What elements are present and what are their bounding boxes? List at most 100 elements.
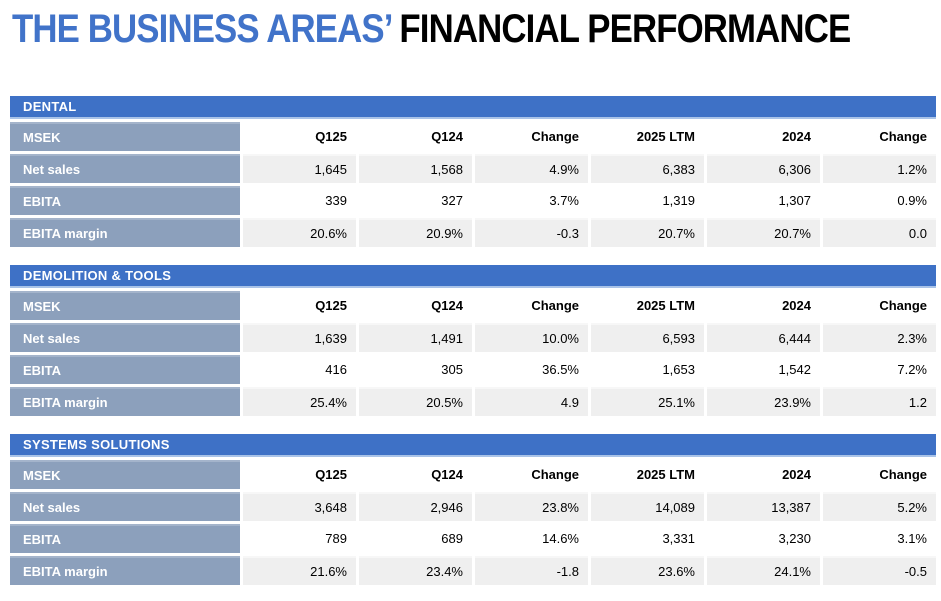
column-header-q125: Q125 [243,291,356,320]
table-cell: 3,331 [591,524,704,553]
section-title-bar: SYSTEMS SOLUTIONS [10,434,936,457]
section-title-bar: DEMOLITION & TOOLS [10,265,936,288]
section-title: DEMOLITION & TOOLS [23,268,172,283]
table-row-ebita-margin: EBITA margin 21.6% 23.4% -1.8 23.6% 24.1… [10,556,936,585]
table-cell: 6,383 [591,154,704,183]
table-cell: 2,946 [359,492,472,521]
page-title-highlight: THE BUSINESS AREAS’ [12,7,391,51]
table-cell: 3.7% [475,186,588,215]
column-header-q125: Q125 [243,122,356,151]
table-cell: 1,653 [591,355,704,384]
table-cell: 327 [359,186,472,215]
table-cell: 25.1% [591,387,704,416]
column-header-q125: Q125 [243,460,356,489]
column-header-change-q: Change [475,291,588,320]
table-row-ebita: EBITA 339 327 3.7% 1,319 1,307 0.9% [10,186,936,215]
table-cell: 4.9% [475,154,588,183]
table-cell: 0.0 [823,218,936,247]
column-header-msek: MSEK [10,460,240,489]
table-header-row: MSEK Q125 Q124 Change 2025 LTM 2024 Chan… [10,460,936,489]
row-label: Net sales [10,492,240,521]
table-cell: 6,306 [707,154,820,183]
table-cell: 3.1% [823,524,936,553]
tables-container: DENTAL MSEK Q125 Q124 Change 2025 LTM 20… [10,96,936,601]
table-cell: 21.6% [243,556,356,585]
column-header-2025ltm: 2025 LTM [591,122,704,151]
table-cell: 23.4% [359,556,472,585]
table-cell: 20.6% [243,218,356,247]
section-title: DENTAL [23,99,77,114]
table-cell: 4.9 [475,387,588,416]
table-cell: 0.9% [823,186,936,215]
table-cell: 7.2% [823,355,936,384]
table-cell: -1.8 [475,556,588,585]
table-row-ebita-margin: EBITA margin 25.4% 20.5% 4.9 25.1% 23.9%… [10,387,936,416]
table-cell: 1,319 [591,186,704,215]
section-title: SYSTEMS SOLUTIONS [23,437,170,452]
column-header-change-q: Change [475,122,588,151]
column-header-msek: MSEK [10,122,240,151]
table-cell: 5.2% [823,492,936,521]
row-label: EBITA margin [10,387,240,416]
section-title-bar: DENTAL [10,96,936,119]
row-label: EBITA [10,186,240,215]
table-cell: 3,648 [243,492,356,521]
table-cell: 305 [359,355,472,384]
page-title: THE BUSINESS AREAS’ FINANCIAL PERFORMANC… [12,7,851,51]
column-header-2024: 2024 [707,291,820,320]
table-header-row: MSEK Q125 Q124 Change 2025 LTM 2024 Chan… [10,291,936,320]
row-label: Net sales [10,154,240,183]
table-cell: 6,444 [707,323,820,352]
column-header-2025ltm: 2025 LTM [591,291,704,320]
table-cell: 789 [243,524,356,553]
column-header-2025ltm: 2025 LTM [591,460,704,489]
table-cell: -0.3 [475,218,588,247]
table-cell: 1,568 [359,154,472,183]
table-cell: 416 [243,355,356,384]
column-header-2024: 2024 [707,122,820,151]
table-cell: 1,491 [359,323,472,352]
table-cell: 1.2 [823,387,936,416]
table-cell: -0.5 [823,556,936,585]
table-cell: 20.5% [359,387,472,416]
table-cell: 2.3% [823,323,936,352]
column-header-change-fy: Change [823,122,936,151]
page-title-rest: FINANCIAL PERFORMANCE [399,7,851,51]
table-cell: 13,387 [707,492,820,521]
table-cell: 1,307 [707,186,820,215]
column-header-change-fy: Change [823,460,936,489]
table-cell: 36.5% [475,355,588,384]
row-label: EBITA margin [10,556,240,585]
row-label: EBITA [10,524,240,553]
table-cell: 689 [359,524,472,553]
table-row-net-sales: Net sales 3,648 2,946 23.8% 14,089 13,38… [10,492,936,521]
column-header-2024: 2024 [707,460,820,489]
row-label: Net sales [10,323,240,352]
table-row-ebita: EBITA 416 305 36.5% 1,653 1,542 7.2% [10,355,936,384]
table-cell: 20.9% [359,218,472,247]
table-cell: 14,089 [591,492,704,521]
table-header-row: MSEK Q125 Q124 Change 2025 LTM 2024 Chan… [10,122,936,151]
column-header-change-q: Change [475,460,588,489]
table-cell: 1,542 [707,355,820,384]
table-cell: 23.6% [591,556,704,585]
table-cell: 20.7% [591,218,704,247]
column-header-q124: Q124 [359,460,472,489]
section-demolition-tools: DEMOLITION & TOOLS MSEK Q125 Q124 Change… [10,265,936,416]
table-cell: 20.7% [707,218,820,247]
table-cell: 1,639 [243,323,356,352]
table-cell: 25.4% [243,387,356,416]
table-row-net-sales: Net sales 1,639 1,491 10.0% 6,593 6,444 … [10,323,936,352]
table-cell: 23.8% [475,492,588,521]
table-row-ebita: EBITA 789 689 14.6% 3,331 3,230 3.1% [10,524,936,553]
table-cell: 3,230 [707,524,820,553]
column-header-change-fy: Change [823,291,936,320]
section-dental: DENTAL MSEK Q125 Q124 Change 2025 LTM 20… [10,96,936,247]
column-header-q124: Q124 [359,291,472,320]
column-header-msek: MSEK [10,291,240,320]
table-cell: 10.0% [475,323,588,352]
table-cell: 23.9% [707,387,820,416]
column-header-q124: Q124 [359,122,472,151]
table-cell: 6,593 [591,323,704,352]
